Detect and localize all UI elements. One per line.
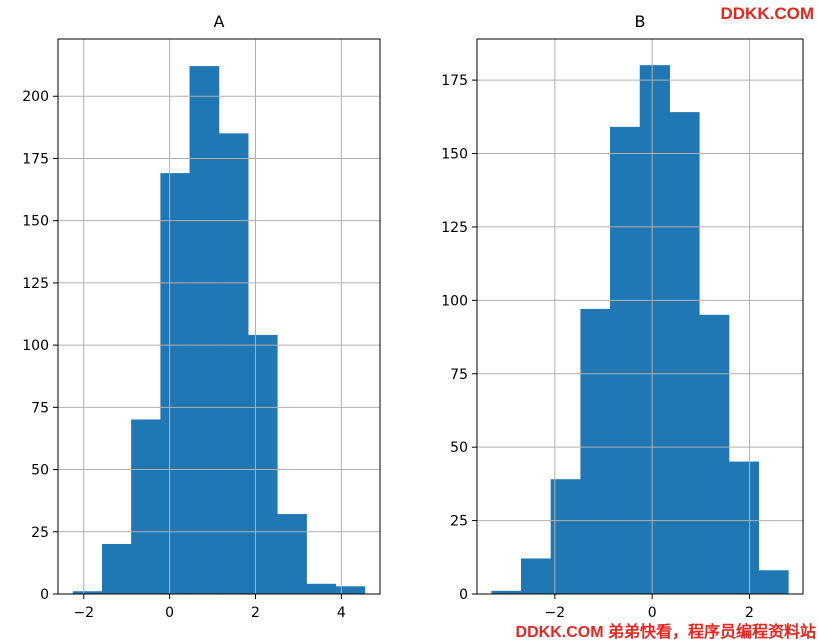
watermark-top: DDKK.COM (720, 4, 815, 23)
y-tick-label-b-7: 175 (441, 73, 468, 89)
histogram-bar-b-9 (758, 570, 789, 595)
y-tick-label-a-0: 0 (40, 587, 49, 603)
histogram-bar-b-1 (521, 558, 552, 595)
histogram-bar-a-1 (101, 543, 132, 595)
subplot-title-a: A (214, 12, 225, 31)
y-tick-label-b-2: 50 (450, 440, 468, 456)
histogram-bar-a-6 (247, 334, 278, 595)
histogram-bar-a-7 (277, 514, 307, 595)
y-tick-label-a-3: 75 (31, 400, 49, 416)
y-tick-label-b-4: 100 (441, 293, 468, 309)
x-tick-label-a-3: 4 (337, 605, 346, 621)
histogram-bar-b-5 (639, 65, 670, 595)
subplot-b: −2 0 2 0 25 50 75 100 125 150 175 B (441, 12, 804, 621)
x-tick-label-b-1: 0 (648, 605, 657, 621)
y-tick-label-b-0: 0 (459, 587, 468, 603)
histogram-bar-b-6 (669, 112, 700, 595)
histogram-bar-b-8 (728, 461, 759, 595)
y-tick-label-a-1: 25 (31, 525, 49, 541)
histogram-bar-b-2 (550, 479, 581, 595)
histogram-bar-b-4 (610, 126, 641, 595)
histogram-bar-b-3 (580, 308, 611, 595)
y-tick-label-b-1: 25 (450, 514, 468, 530)
x-tick-label-b-2: 2 (745, 605, 754, 621)
y-tick-label-b-3: 75 (450, 367, 468, 383)
histogram-bar-a-3 (160, 173, 191, 595)
histogram-bar-a-4 (189, 66, 220, 595)
histogram-bar-a-2 (131, 419, 161, 595)
y-tick-label-b-5: 125 (441, 220, 468, 236)
x-tick-label-b-0: −2 (545, 605, 566, 621)
histogram-bar-a-9 (335, 586, 366, 595)
x-tick-label-a-0: −2 (73, 605, 94, 621)
y-tick-label-a-4: 100 (22, 338, 49, 354)
histogram-bar-a-8 (306, 583, 337, 595)
y-tick-label-a-6: 150 (22, 214, 49, 230)
y-tick-label-a-2: 50 (31, 463, 49, 479)
histogram-bar-b-7 (699, 314, 730, 595)
subplot-a: −2 0 2 4 0 25 50 75 100 125 150 175 200 A (22, 12, 381, 621)
x-tick-label-a-2: 2 (251, 605, 260, 621)
watermark-bottom: DDKK.COM 弟弟快看，程序员编程资料站 (515, 624, 816, 641)
histogram-bar-a-5 (218, 133, 249, 595)
y-tick-label-b-6: 150 (441, 147, 468, 163)
x-tick-label-a-1: 0 (165, 605, 174, 621)
y-tick-label-a-7: 175 (22, 151, 49, 167)
y-tick-label-a-8: 200 (22, 89, 49, 105)
axes-frame-b (476, 38, 804, 595)
y-tick-label-a-5: 125 (22, 276, 49, 292)
axes-frame-a (57, 38, 381, 595)
subplot-title-b: B (635, 12, 646, 31)
